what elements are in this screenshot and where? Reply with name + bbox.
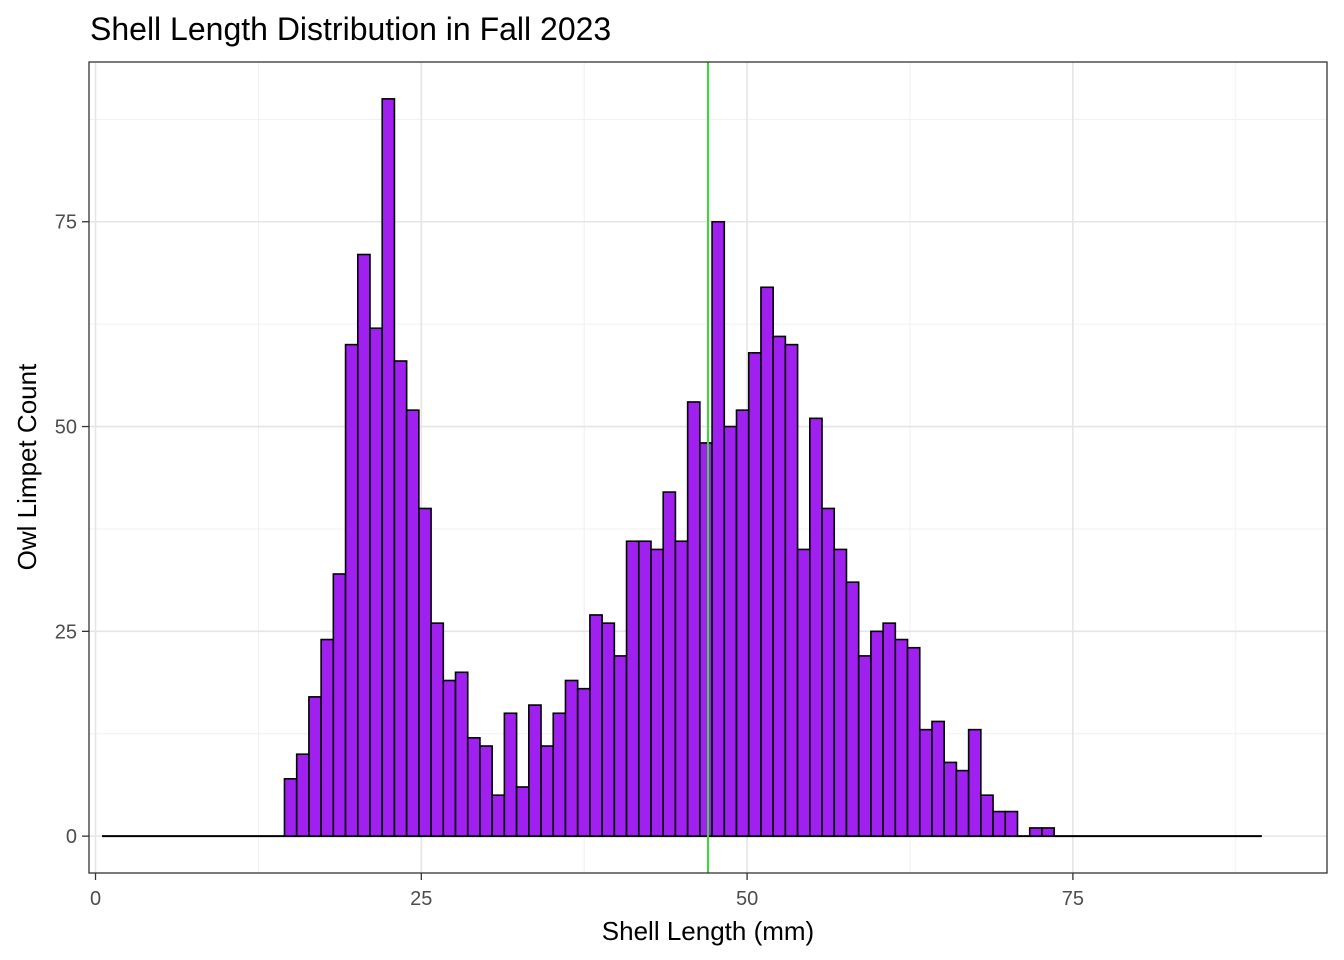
histogram-bar [772,335,787,837]
histogram-bar [601,622,616,837]
histogram-bar [992,810,1007,837]
histogram-bar [723,425,738,837]
histogram-bar [735,409,750,837]
x-tick-label: 75 [1062,888,1084,910]
histogram-bar [625,540,640,837]
histogram-bar [918,728,933,837]
histogram-bar [870,630,884,837]
histogram-bar [967,728,982,837]
histogram-bar [356,253,371,837]
histogram-bar [332,573,347,837]
histogram-bar [662,491,677,837]
histogram-bar [1028,827,1043,837]
histogram-bar [943,761,958,837]
histogram-bar [711,220,726,837]
histogram-bar [1041,827,1055,837]
histogram-bar [552,712,567,837]
histogram-bar [418,507,432,837]
y-tick-label: 50 [55,417,77,439]
histogram-bar [479,745,493,837]
chart-title: Shell Length Distribution in Fall 2023 [90,11,611,47]
histogram-bar [809,417,823,837]
histogram-bar [589,614,603,837]
x-axis: 0 25 50 75 [90,873,1084,910]
x-tick-label: 0 [90,888,101,910]
histogram-bar [955,769,970,837]
plot-panel-border [88,61,1328,874]
histogram-bar [906,646,921,837]
histogram-bar [491,794,506,837]
histogram-bar [393,360,408,837]
histogram-bar [845,581,860,837]
histogram-bar [882,622,897,837]
histogram-bar [784,343,799,837]
x-tick-label: 50 [736,888,758,910]
histogram-bar [796,548,811,837]
histogram-bar [980,794,994,837]
histogram-bar [686,401,701,837]
histogram-bar [466,737,481,837]
histogram-bar [381,98,396,837]
histogram-bar [821,507,836,837]
histogram-bar [308,696,322,837]
histogram-bar [369,327,384,837]
histogram-bar [503,712,518,837]
histogram-bar [442,679,457,837]
histogram-bar [283,777,298,837]
histogram-bar [894,638,909,837]
histogram-bar [637,540,652,837]
histogram-bar [528,704,542,837]
histogram-bar [344,343,359,837]
histogram-bar [564,679,579,837]
bars [102,98,1262,838]
histogram-bar [405,409,420,837]
histogram-bar [650,548,665,837]
histogram-bar [674,540,689,837]
y-tick-label: 25 [55,621,77,643]
y-tick-label: 0 [66,826,77,848]
histogram-bar [295,753,310,837]
y-tick-label: 75 [55,212,77,234]
histogram-bar [833,548,848,837]
histogram-bar [613,655,628,837]
histogram-bar [430,622,445,837]
y-axis: 0 25 50 75 [55,212,89,848]
x-axis-title: Shell Length (mm) [602,916,814,946]
histogram-bar [515,786,530,837]
histogram-bar [699,442,713,837]
histogram-bar [454,671,469,837]
y-axis-title: Owl Limpet Count [12,363,42,570]
histogram-bar [320,638,335,837]
histogram-bar [576,687,591,837]
histogram-bar [1004,810,1019,837]
histogram-bar [857,655,872,837]
histogram-bar [760,286,774,837]
histogram-bar [540,745,555,837]
x-tick-label: 25 [410,888,432,910]
histogram-bar [931,720,945,837]
histogram-bar [747,352,762,837]
